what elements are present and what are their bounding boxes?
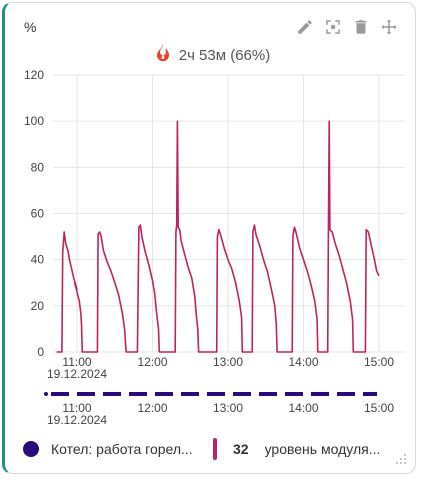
resize-handle-icon[interactable]: [395, 453, 407, 465]
x-tick-sublabel: 19.12.2024: [47, 367, 107, 381]
y-tick-label: 20: [31, 299, 45, 313]
y-tick-label: 0: [37, 345, 44, 359]
trash-icon[interactable]: [351, 17, 371, 37]
x-tick-label: 13:00: [213, 355, 243, 369]
timeline-tick-label: 15:00: [364, 401, 394, 415]
legend-modulation-marker: [213, 438, 217, 460]
burner-status: 2ч 53м (66%): [5, 43, 419, 67]
legend-burner-label[interactable]: Котел: работа горел...: [51, 441, 193, 457]
timeline-tick-label: 11:00: [62, 401, 91, 415]
x-tick-label: 14:00: [288, 355, 318, 369]
timeline-tick-label: 12:00: [137, 401, 167, 415]
x-tick-label: 11:00: [62, 355, 91, 369]
flame-icon: [154, 43, 172, 67]
legend-modulation-value: 32: [233, 441, 249, 457]
timeline-tick-label: 19.12.2024: [47, 413, 107, 427]
move-icon[interactable]: [379, 17, 399, 37]
pencil-icon[interactable]: [295, 17, 315, 37]
status-text: 2ч 53м (66%): [178, 46, 271, 64]
widget-toolbar: [295, 17, 399, 37]
timeline-tick-label: 14:00: [288, 401, 318, 415]
y-tick-label: 100: [24, 114, 44, 128]
unit-label: %: [24, 19, 37, 35]
y-tick-label: 120: [24, 68, 44, 82]
y-tick-label: 60: [31, 207, 45, 221]
legend-burner-dot: [23, 441, 39, 457]
x-tick-label: 15:00: [364, 355, 394, 369]
legend-modulation-label[interactable]: уровень модуля...: [264, 441, 381, 457]
fullscreen-icon[interactable]: [323, 17, 343, 37]
y-tick-label: 40: [31, 253, 45, 267]
chart-legend: Котел: работа горел... 32 уровень модуля…: [23, 435, 409, 463]
timeline-tick-label: 13:00: [213, 401, 243, 415]
y-tick-label: 80: [31, 160, 45, 174]
x-tick-label: 12:00: [137, 355, 167, 369]
series-line: [56, 120, 380, 353]
timeline-start-dot: [44, 392, 48, 396]
widget-card: % 2ч 53м (66%) 0 20 40 60 80 100 120 11:00 19.12…: [2, 2, 416, 474]
